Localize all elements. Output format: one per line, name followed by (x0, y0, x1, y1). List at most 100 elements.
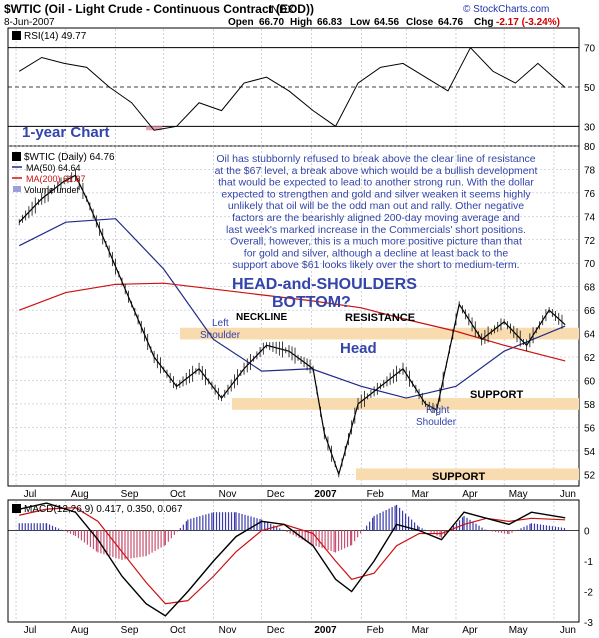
price-y-tick: 54 (584, 447, 596, 458)
macd-y-tick: 0 (584, 527, 590, 538)
commentary-line: at the $67 level, a break above which wo… (215, 165, 538, 177)
price-y-tick: 70 (584, 259, 596, 270)
price-legend: $WTIC (Daily) 64.76 MA(50) 64.64 MA(200)… (12, 152, 115, 195)
ma200-line (19, 282, 566, 362)
x-tick-label: May (509, 625, 528, 636)
commentary-line: last week's marked increase in the Comme… (226, 224, 526, 236)
price-legend-swatch (12, 152, 21, 161)
price-band (356, 468, 579, 481)
x-tick-label: Nov (219, 625, 237, 636)
x-tick-label: Jun (560, 489, 576, 500)
rsi-y-tick: 30 (584, 122, 596, 133)
price-panel (7, 145, 580, 487)
price-y-tick: 78 (584, 165, 596, 176)
x-tick-label: May (509, 489, 528, 500)
price-y-tick: 66 (584, 306, 596, 317)
price-y-tick: 52 (584, 470, 596, 481)
commentary-text: Oil has stubbornly refused to break abov… (215, 153, 538, 271)
macd-legend-swatch (12, 504, 21, 513)
rsi-legend-label: RSI(14) 49.77 (24, 31, 87, 42)
macd-panel (7, 499, 580, 623)
left-shoulder-label-2: Shoulder (200, 330, 241, 341)
series-layer (18, 46, 566, 617)
pattern-title-line2: BOTTOM? (272, 294, 351, 311)
macd-frame (7, 499, 580, 623)
x-tick-label: Dec (267, 489, 285, 500)
neckline-label: NECKLINE (236, 312, 287, 323)
left-shoulder-label-1: Left (212, 318, 229, 329)
volume-legend-swatch (13, 186, 21, 192)
x-tick-label: Mar (412, 625, 430, 636)
right-shoulder-label-1: Right (426, 405, 450, 416)
exchange-label: INDX (268, 4, 295, 16)
ma50-line (18, 218, 566, 399)
chart-title: $WTIC (Oil - Light Crude - Continuous Co… (4, 2, 314, 16)
macd-signal-line (19, 507, 566, 605)
close-value: 64.76 (438, 17, 463, 28)
rsi-legend-swatch (12, 31, 21, 40)
chg-label: Chg (474, 17, 493, 28)
head-label: Head (340, 340, 377, 357)
price-frame (7, 145, 580, 487)
support-lower-label: SUPPORT (432, 471, 485, 483)
watermark: © StockCharts.com (463, 4, 549, 15)
open-label: Open (228, 17, 254, 28)
commentary-line: Overall, however, this is a much more po… (230, 236, 522, 248)
macd-legend: MACD(12,26,9) 0.417, 0.350, 0.067 (12, 504, 183, 515)
chg-value: -2.17 (-3.24%) (496, 17, 560, 28)
commentary-line: for gold and silver, although a decline … (244, 247, 509, 259)
commentary-line: support above $61 looks likely over the … (232, 259, 519, 271)
commentary-line: factors are the bearishly aligned 200-da… (232, 212, 520, 224)
rsi-y-tick: 70 (584, 44, 596, 55)
pattern-title-line1: HEAD-and-SHOULDERS (232, 276, 417, 293)
price-y-tick: 62 (584, 353, 596, 364)
macd-y-tick: -2 (584, 588, 593, 599)
commentary-line: Oil has stubbornly refused to break abov… (216, 153, 535, 165)
x-tick-label: Apr (462, 625, 478, 636)
commentary-line: unlikely that oil will be the odd man ou… (228, 200, 524, 212)
rsi-line (18, 46, 566, 131)
macd-y-tick: -1 (584, 557, 593, 568)
price-y-tick: 72 (584, 236, 596, 247)
price-band (180, 327, 579, 340)
x-tick-label: Apr (462, 489, 478, 500)
x-tick-label: Nov (219, 489, 237, 500)
x-tick-label: Aug (71, 489, 89, 500)
price-y-tick: 80 (584, 142, 596, 153)
support-upper-label: SUPPORT (470, 389, 523, 401)
low-value: 64.56 (374, 17, 399, 28)
x-tick-label: Oct (170, 625, 186, 636)
commentary-line: expected to strengthen and gold and silv… (221, 188, 531, 200)
x-tick-label: Dec (267, 625, 285, 636)
close-label: Close (406, 17, 434, 28)
low-label: Low (350, 17, 370, 28)
price-y-tick: 76 (584, 189, 596, 200)
x-tick-label: Mar (412, 489, 430, 500)
x-tick-label: Feb (367, 625, 385, 636)
band-layer (180, 327, 579, 481)
tick-layer: Jul Jul Aug Aug Sep Sep Oct Oct Nov Nov Dec Dec 2007… (24, 44, 596, 636)
high-label: High (290, 17, 312, 28)
price-y-tick: 60 (584, 376, 596, 387)
macd-line (19, 502, 566, 617)
price-y-tick: 64 (584, 330, 596, 341)
x-tick-label: Jun (560, 625, 576, 636)
open-value: 66.70 (259, 17, 284, 28)
commentary-line: that would be expected to lead to anothe… (218, 177, 534, 189)
header-area (0, 0, 599, 26)
quote-date: 8-Jun-2007 (4, 17, 55, 28)
x-tick-label: 2007 (314, 489, 337, 500)
ma200-legend-label: MA(200) 61.67 (26, 174, 86, 184)
price-y-tick: 68 (584, 283, 596, 294)
resistance-label: RESISTANCE (345, 312, 415, 324)
volume-legend-label: Volume undef (24, 185, 80, 195)
ma50-legend-label: MA(50) 64.64 (26, 163, 81, 173)
x-tick-label: Feb (367, 489, 385, 500)
rsi-oversold-fill (146, 126, 163, 131)
price-y-tick: 74 (584, 212, 596, 223)
price-band (232, 398, 579, 410)
rsi-y-tick: 50 (584, 83, 596, 94)
x-tick-label: Aug (71, 625, 89, 636)
